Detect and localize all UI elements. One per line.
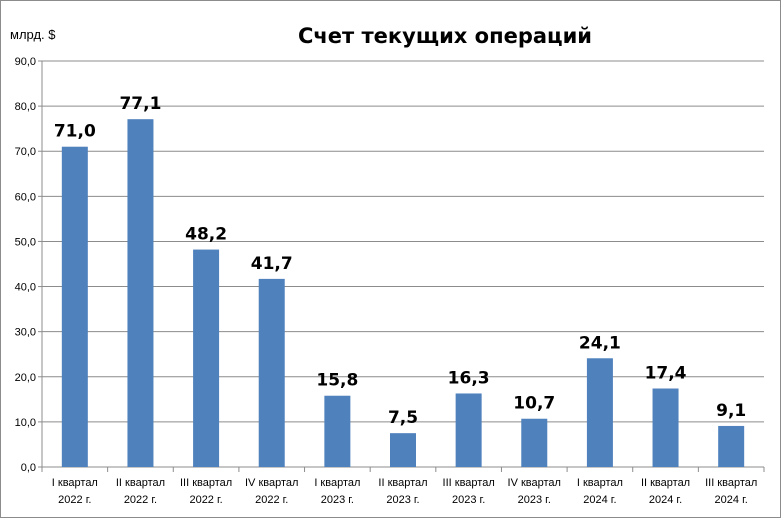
bar xyxy=(652,388,679,467)
data-label: 15,8 xyxy=(316,371,358,391)
y-tick-label: 80,0 xyxy=(15,101,36,113)
x-category-label: IV квартал xyxy=(245,477,298,489)
x-category-label: 2022 г. xyxy=(58,494,91,506)
y-tick-label: 0,0 xyxy=(21,462,36,474)
x-category-label: 2022 г. xyxy=(255,494,288,506)
data-label: 17,4 xyxy=(645,364,687,384)
bar xyxy=(521,418,548,467)
x-category-label: 2023 г. xyxy=(386,494,419,506)
bar xyxy=(258,278,285,467)
bar xyxy=(455,393,482,467)
x-category-label: 2023 г. xyxy=(452,494,485,506)
y-tick-label: 70,0 xyxy=(15,146,36,158)
x-category-label: I квартал xyxy=(577,477,623,489)
y-tick-label: 60,0 xyxy=(15,191,36,203)
y-tick-label: 90,0 xyxy=(15,56,36,68)
x-category-label: 2024 г. xyxy=(649,494,682,506)
bar xyxy=(193,249,220,467)
y-tick-label: 10,0 xyxy=(15,417,36,429)
x-category-label: 2024 г. xyxy=(583,494,616,506)
bar xyxy=(718,425,745,467)
x-category-label: III квартал xyxy=(705,477,757,489)
bar xyxy=(586,358,613,467)
x-category-label: 2022 г. xyxy=(189,494,222,506)
x-category-label: IV квартал xyxy=(508,477,561,489)
bar xyxy=(127,119,154,468)
bar xyxy=(61,146,88,467)
x-category-label: I квартал xyxy=(52,477,98,489)
x-category-label: III квартал xyxy=(443,477,495,489)
data-label: 48,2 xyxy=(185,225,227,245)
chart-title: Счет текущих операций xyxy=(297,24,593,48)
data-label: 71,0 xyxy=(54,122,96,142)
y-tick-label: 30,0 xyxy=(15,327,36,339)
x-category-label: II квартал xyxy=(116,477,165,489)
y-tick-label: 50,0 xyxy=(15,236,36,248)
bar xyxy=(390,433,416,467)
x-category-label: III квартал xyxy=(180,477,232,489)
data-label: 9,1 xyxy=(716,401,746,421)
x-category-label: 2022 г. xyxy=(124,494,157,506)
data-label: 41,7 xyxy=(251,254,293,274)
x-category-label: 2024 г. xyxy=(715,494,748,506)
data-label: 16,3 xyxy=(448,368,490,388)
x-category-label: II квартал xyxy=(378,477,427,489)
x-category-label: I квартал xyxy=(314,477,360,489)
x-category-label: 2023 г. xyxy=(518,494,551,506)
x-category-label: 2023 г. xyxy=(321,494,354,506)
data-label: 10,7 xyxy=(513,394,555,414)
data-label: 7,5 xyxy=(388,408,418,428)
data-label: 24,1 xyxy=(579,333,621,353)
y-axis-unit-label: млрд. $ xyxy=(10,27,56,42)
bar xyxy=(324,395,351,467)
x-category-label: II квартал xyxy=(641,477,690,489)
y-tick-label: 20,0 xyxy=(15,372,36,384)
data-label: 77,1 xyxy=(119,94,161,114)
y-tick-label: 40,0 xyxy=(15,282,36,294)
